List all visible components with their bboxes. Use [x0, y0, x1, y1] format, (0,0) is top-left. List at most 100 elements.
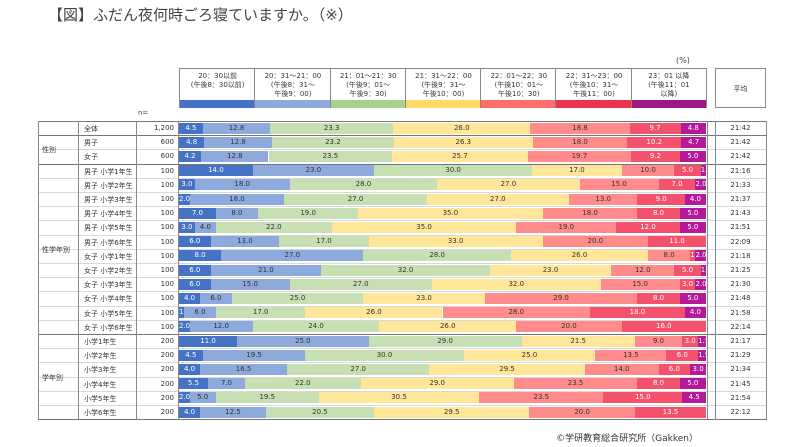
- bar-segment: 29.0: [484, 292, 638, 304]
- row-average: 21:45: [730, 379, 751, 388]
- group-divider: [38, 135, 767, 137]
- bar-segment: 21.5: [521, 335, 635, 347]
- column-divider: [707, 121, 708, 420]
- chart-row: 男子 小学4年生 100 7.0 8.0 19.0 35.0 18.0 8.0 5.0 21:43: [38, 206, 751, 220]
- bar-segment: 13.5: [595, 349, 667, 361]
- bar-segment: 6.0: [666, 349, 699, 361]
- stacked-bar: 4.2 12.8 23.5 25.7 19.7 9.2 5.0: [179, 150, 706, 162]
- bar-segment: 5.0: [679, 292, 706, 304]
- bar-segment: 12.5: [200, 406, 266, 418]
- row-label: 男子 小学6年生: [84, 238, 133, 247]
- bar-segment: 28.0: [363, 250, 511, 262]
- bar-segment: 6.0: [179, 278, 211, 290]
- bar-segment: 8.0: [215, 207, 259, 219]
- chart-row: 女子 小学2年生 100 6.0 21.0 32.0 23.0 12.0 5.0 1.0 21:2…: [38, 263, 751, 277]
- category-header-cell: 20：31～21：00 (午後8：31～ 午後9：00): [254, 68, 331, 108]
- row-average: 21:51: [730, 223, 751, 232]
- chart-row: 小学3年生 200 4.0 16.5 27.0 29.5 14.0 6.0 3.0 21:34: [38, 362, 751, 376]
- row-label: 男子 小学3年生: [84, 196, 133, 204]
- bar-segment: 18.0: [189, 193, 285, 205]
- row-average: 21:34: [730, 365, 751, 374]
- bar-segment: 1.5: [698, 349, 710, 361]
- row-divider: [38, 177, 767, 179]
- category-label: 21：01～21：30: [339, 72, 397, 80]
- column-divider: [136, 121, 137, 420]
- row-n-value: 600: [160, 152, 174, 161]
- bar-segment: 5.0: [679, 207, 706, 219]
- bar-segment: 4.5: [179, 122, 203, 134]
- row-average: 21:42: [730, 138, 751, 147]
- bar-segment: 23.0: [489, 264, 612, 276]
- row-divider: [38, 248, 767, 250]
- column-divider: [715, 121, 716, 420]
- stacked-bar: 2.0 18.0 27.0 27.0 13.0 9.0 4.0: [179, 193, 706, 205]
- stacked-bar: 4.8 12.8 23.2 26.3 18.0 10.2 4.7: [179, 136, 706, 148]
- row-divider: [38, 206, 767, 208]
- bar-segment: 13.5: [634, 406, 706, 418]
- bar-segment: 4.5: [682, 392, 706, 404]
- row-n-value: 100: [160, 266, 174, 274]
- row-divider: [38, 405, 767, 406]
- bar-segment: 8.0: [637, 207, 680, 219]
- bar-segment: 25.7: [392, 150, 528, 162]
- category-header-cell: 22：31～23：00 (午後10：31～ 午後11：00): [555, 68, 632, 108]
- row-average: 21:43: [730, 209, 751, 218]
- category-label: (午後8：31～: [270, 81, 315, 89]
- chart-row: 男子 小学3年生 100 2.0 18.0 27.0 27.0 13.0 9.0 4.0 21:3…: [38, 192, 751, 206]
- bar-segment: 20.0: [516, 321, 622, 333]
- unit-label: (%): [676, 56, 690, 65]
- bar-segment: 12.0: [611, 264, 675, 276]
- group-divider: [38, 163, 767, 165]
- category-label: 午後10：00): [422, 90, 465, 98]
- bar-segment: 19.0: [258, 207, 359, 219]
- chart-row: 女子 小学3年生 100 6.0 15.0 27.0 32.0 15.0 3.0 2.0 21:3…: [38, 277, 751, 291]
- stacked-bar: 6.0 21.0 32.0 23.0 12.0 5.0 1.0: [179, 264, 712, 276]
- row-average: 21:33: [730, 180, 751, 189]
- bar-segment: 26.0: [393, 122, 531, 134]
- bar-segment: 29.0: [360, 378, 514, 390]
- row-average: 21:29: [730, 351, 751, 360]
- bar-segment: 4.2: [179, 150, 202, 162]
- stacked-bar: 6.0 13.0 17.0 33.0 20.0 11.0: [179, 236, 706, 248]
- bar-segment: 32.0: [431, 278, 601, 290]
- bar-segment: 21.0: [210, 264, 322, 276]
- bar-segment: 4.0: [684, 307, 706, 319]
- row-label: 男子 小学4年生: [84, 210, 133, 219]
- row-n-value: 100: [160, 166, 174, 175]
- bar-segment: 7.0: [658, 179, 696, 191]
- bar-segment: 7.0: [179, 207, 216, 219]
- bar-segment: 3.0: [179, 179, 195, 191]
- row-divider: [38, 277, 767, 279]
- row-average: 21:58: [730, 308, 751, 317]
- category-label: 午後11：00): [573, 90, 615, 98]
- bar-segment: 15.0: [600, 278, 680, 290]
- row-n-value: 200: [160, 393, 174, 402]
- group-label: 性別: [42, 146, 56, 155]
- bar-segment: 32.0: [321, 264, 490, 276]
- bar-segment: 27.0: [289, 278, 432, 290]
- bar-segment: 12.0: [616, 221, 680, 233]
- category-color-swatch: [481, 100, 557, 108]
- row-label: 女子 小学6年生: [84, 323, 133, 332]
- category-color-swatch: [631, 100, 706, 108]
- bar-segment: 25.0: [463, 349, 596, 361]
- row-n-value: 200: [160, 408, 174, 416]
- bar-segment: 35.0: [331, 221, 517, 233]
- chart-row: 男子 小学1年生 100 14.0 23.0 30.0 17.0 10.0 5.0 1.0 21:…: [38, 164, 751, 178]
- row-label: 女子 小学4年生: [84, 295, 133, 304]
- bar-segment: 2.0: [179, 321, 191, 333]
- row-average: 21:16: [730, 166, 751, 175]
- row-divider: [38, 305, 767, 307]
- row-label: 女子 小学3年生: [84, 281, 133, 290]
- stacked-bar: 2.0 5.0 19.5 30.5 23.5 15.0 4.5: [179, 392, 706, 404]
- bar-segment: 2.0: [695, 179, 707, 191]
- bar-segment: 8.0: [179, 250, 222, 262]
- row-label: 女子 小学1年生: [84, 252, 133, 261]
- row-n-value: 100: [160, 251, 174, 260]
- bar-segment: 6.0: [179, 236, 211, 248]
- bar-segment: 4.0: [684, 193, 706, 205]
- category-label: 以降): [660, 90, 678, 98]
- bar-segment: 15.0: [210, 278, 290, 290]
- row-divider: [38, 149, 767, 151]
- bar-segment: 5.0: [679, 221, 706, 233]
